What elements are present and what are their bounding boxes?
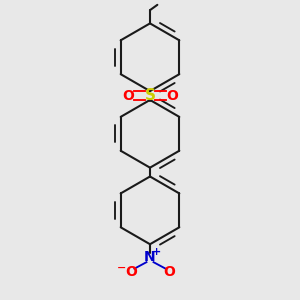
Text: O: O bbox=[122, 88, 134, 103]
Text: O: O bbox=[166, 88, 178, 103]
Text: O: O bbox=[125, 265, 137, 279]
Text: S: S bbox=[145, 88, 155, 103]
Text: −: − bbox=[117, 263, 127, 273]
Text: +: + bbox=[152, 247, 161, 257]
Text: O: O bbox=[163, 265, 175, 279]
Text: N: N bbox=[144, 250, 156, 265]
